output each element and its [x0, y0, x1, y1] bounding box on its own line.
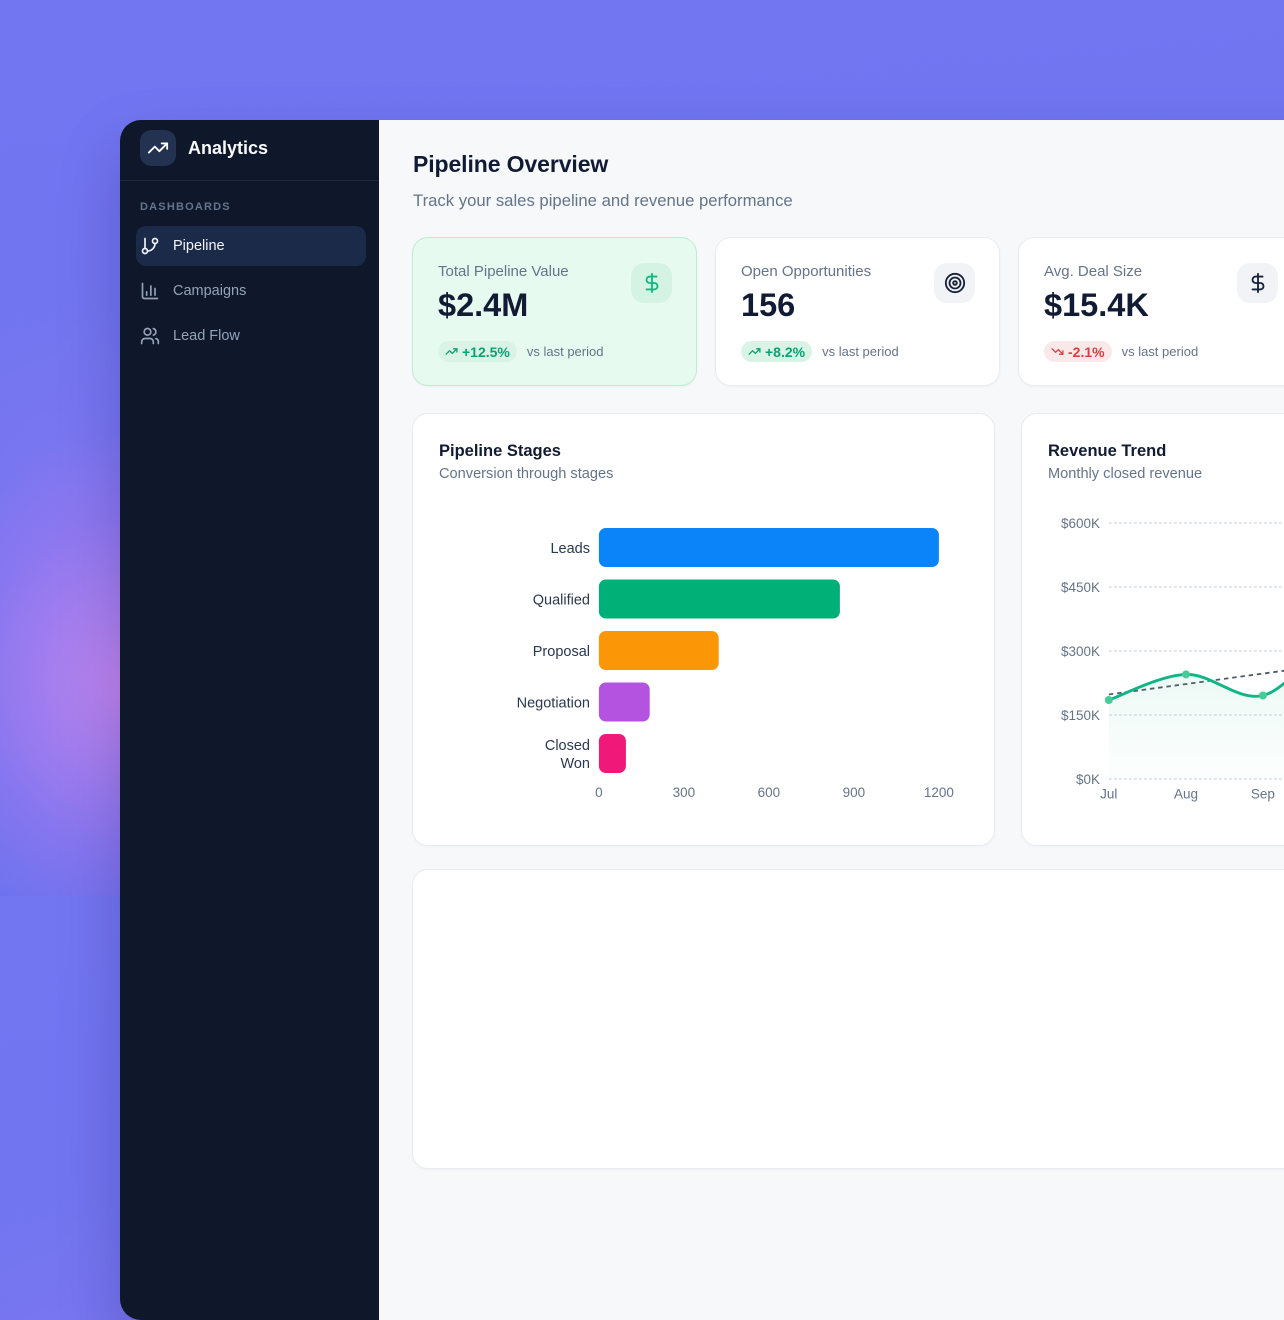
svg-text:Proposal: Proposal	[533, 644, 590, 660]
svg-text:Negotiation: Negotiation	[517, 695, 590, 711]
svg-text:Aug: Aug	[1174, 787, 1198, 802]
svg-text:$0K: $0K	[1076, 772, 1100, 787]
svg-text:0: 0	[595, 785, 603, 800]
svg-text:900: 900	[843, 785, 866, 800]
svg-text:$450K: $450K	[1061, 580, 1100, 595]
svg-text:Closed: Closed	[545, 738, 590, 754]
svg-text:Leads: Leads	[550, 541, 590, 557]
svg-text:300: 300	[673, 785, 696, 800]
svg-text:$300K: $300K	[1061, 644, 1100, 659]
svg-text:Qualified: Qualified	[533, 592, 590, 608]
svg-text:600: 600	[758, 785, 781, 800]
svg-text:Won: Won	[560, 756, 590, 772]
svg-text:$600K: $600K	[1061, 516, 1100, 531]
svg-text:$150K: $150K	[1061, 708, 1100, 723]
svg-text:Jul: Jul	[1100, 787, 1117, 802]
svg-text:Sep: Sep	[1251, 787, 1275, 802]
svg-text:1200: 1200	[924, 785, 954, 800]
